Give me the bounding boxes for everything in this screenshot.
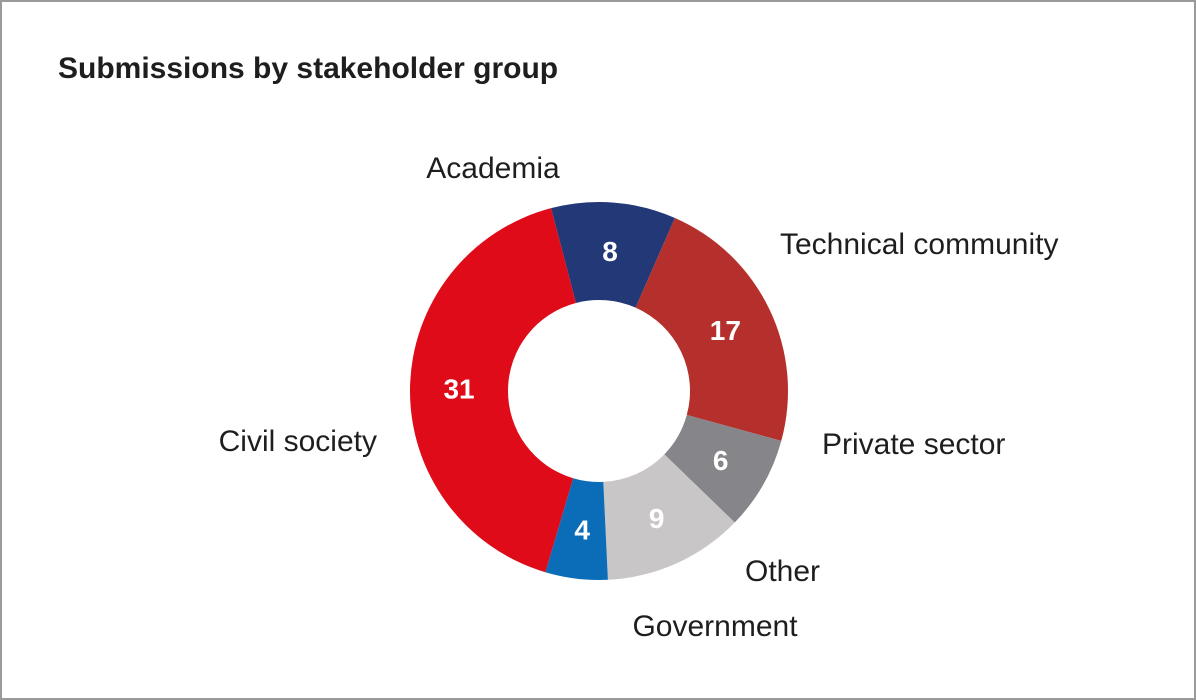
category-label: Other [745, 555, 820, 588]
category-label: Civil society [219, 425, 377, 458]
slice-private-sector [664, 415, 782, 523]
value-label: 6 [713, 445, 729, 476]
slice-academia [551, 202, 675, 308]
slice-civil-society [410, 208, 576, 573]
value-label: 4 [574, 514, 590, 545]
slice-government [545, 478, 608, 580]
category-label: Private sector [822, 428, 1005, 461]
category-label: Academia [426, 152, 560, 185]
value-label: 9 [649, 503, 665, 534]
category-label: Government [632, 610, 798, 643]
value-label: 8 [602, 236, 618, 267]
value-label: 31 [443, 373, 474, 404]
slice-other [603, 454, 735, 580]
category-label: Technical community [780, 228, 1058, 261]
chart-title: Submissions by stakeholder group [58, 52, 559, 85]
slice-technical-community [635, 217, 788, 441]
value-label: 17 [710, 315, 741, 346]
